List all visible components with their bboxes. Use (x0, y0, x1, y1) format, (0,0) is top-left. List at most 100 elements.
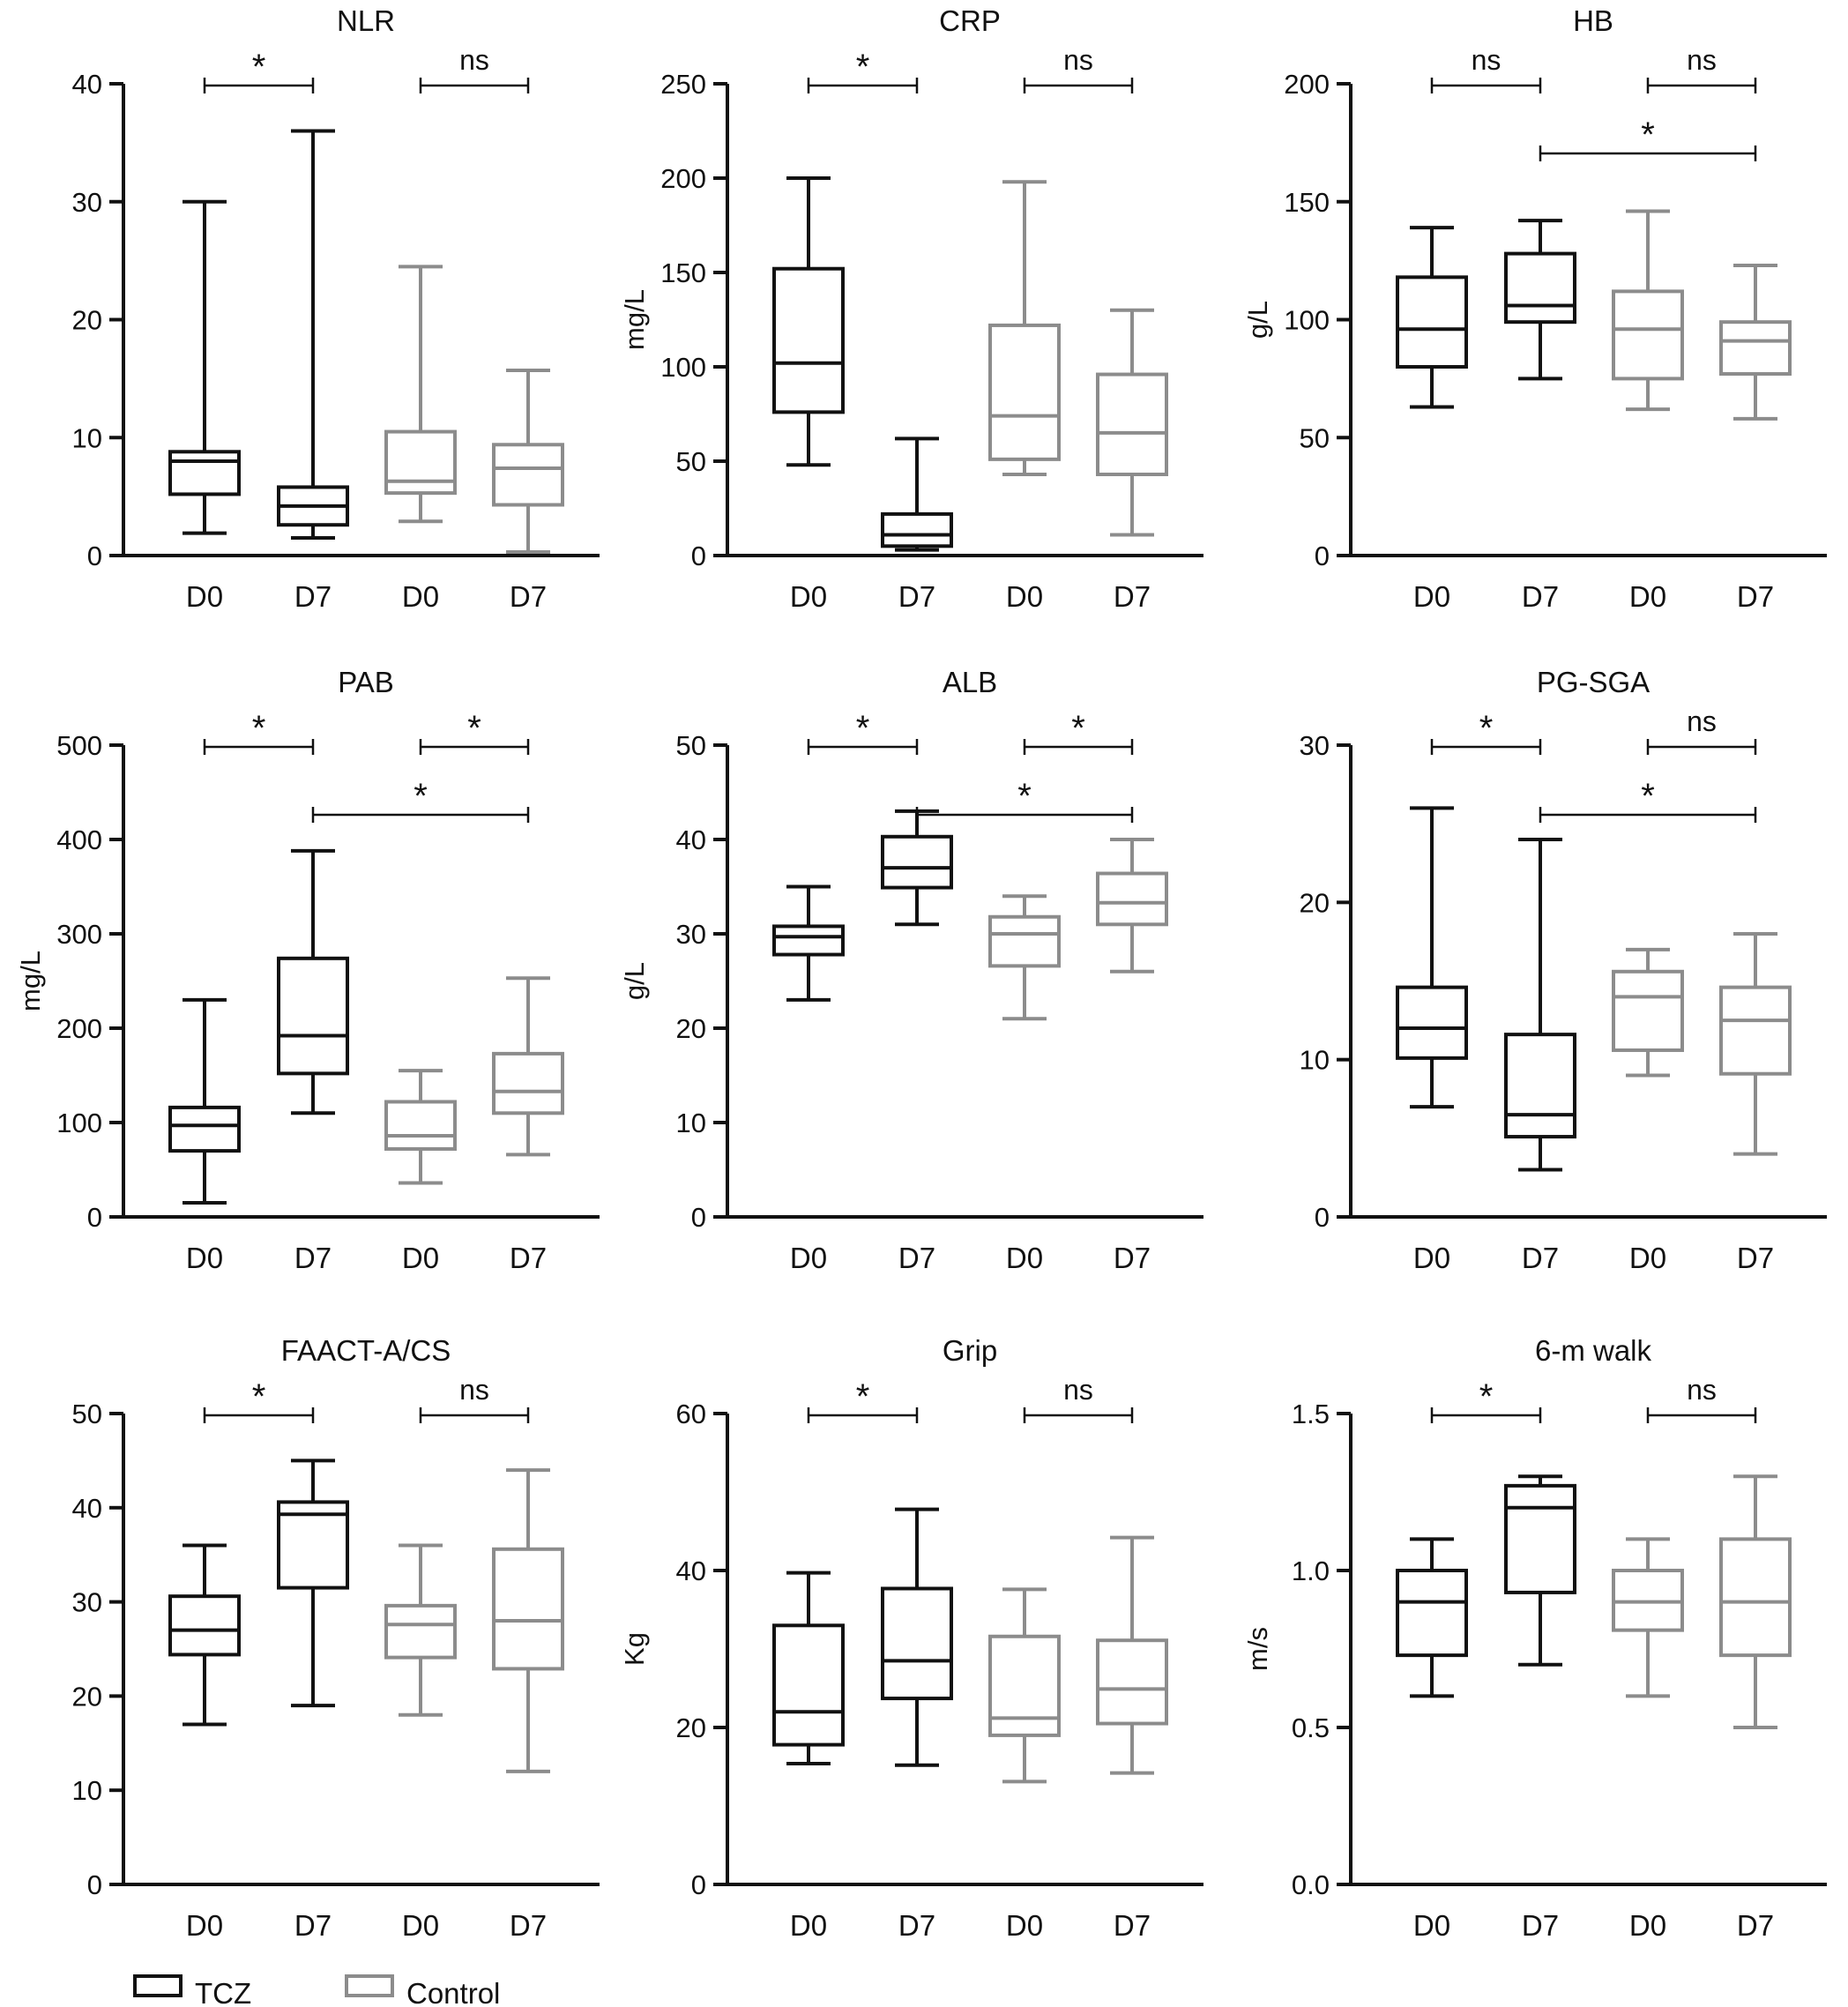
significance-label: * (252, 48, 266, 86)
y-tick-label: 0 (87, 1202, 102, 1233)
iqr-box (168, 1105, 241, 1153)
significance-bracket (1646, 78, 1757, 93)
significance-label: ns (1472, 44, 1502, 76)
chart-panel-2: HB 0 50 100 150 200 g/L D0 D7 D0 D7 ns ns * (1242, 4, 1827, 613)
y-axis-label: mg/L (619, 289, 650, 350)
y-tick-label: 50 (1300, 422, 1330, 453)
box-control-d0 (1612, 209, 1684, 412)
chart-title: ALB (943, 666, 997, 698)
chart-title: PG-SGA (1537, 666, 1650, 698)
iqr-box (277, 1500, 349, 1590)
y-tick-label: 500 (56, 730, 102, 761)
iqr-box (168, 450, 241, 496)
chart-panel-4: ALB 0 10 20 30 40 50 g/L D0 D7 D0 D7 * * * (619, 666, 1203, 1274)
legend: TCZ Control (133, 1974, 500, 2007)
x-category-label: D0 (790, 1242, 827, 1274)
box-control-d7 (1719, 932, 1792, 1156)
box-tcz-d7 (277, 1459, 349, 1708)
significance-label: * (1017, 777, 1032, 816)
x-category-label: D7 (1737, 1242, 1774, 1274)
iqr-box (772, 266, 845, 414)
x-category-label: D7 (510, 1909, 547, 1942)
x-category-label: D7 (1114, 1909, 1151, 1942)
iqr-box (881, 1586, 953, 1701)
y-tick-label: 50 (676, 446, 706, 477)
y-axis-label: g/L (1242, 301, 1273, 339)
significance-bracket (311, 807, 530, 823)
y-tick-label: 0 (1315, 541, 1330, 571)
y-axis-label: m/s (1242, 1627, 1273, 1671)
box-tcz-d7 (881, 809, 953, 927)
y-tick-label: 50 (676, 730, 706, 761)
box-tcz-d0 (168, 199, 241, 535)
significance-label: ns (1063, 1374, 1093, 1406)
x-category-label: D0 (1629, 1242, 1666, 1274)
x-category-label: D0 (402, 1242, 439, 1274)
iqr-box (1719, 1537, 1792, 1658)
x-category-label: D7 (1522, 1909, 1559, 1942)
box-tcz-d0 (1396, 226, 1468, 409)
iqr-box (988, 323, 1061, 461)
y-tick-label: 20 (676, 1712, 706, 1743)
y-tick-label: 20 (1300, 887, 1330, 918)
y-tick-label: 0 (691, 1202, 706, 1233)
iqr-box (1096, 1638, 1168, 1726)
iqr-box (881, 834, 953, 890)
x-category-label: D7 (898, 1242, 935, 1274)
x-category-label: D7 (898, 1909, 935, 1942)
x-category-label: D7 (294, 1909, 332, 1942)
box-control-d7 (1719, 1474, 1792, 1729)
y-tick-label: 1.0 (1292, 1556, 1330, 1586)
chart-panel-0: NLR 0 10 20 30 40 D0 D7 D0 D7 * ns (72, 4, 600, 613)
x-category-label: D7 (1737, 1909, 1774, 1942)
y-tick-label: 30 (72, 1587, 102, 1618)
x-category-label: D7 (294, 1242, 332, 1274)
significance-label: ns (1687, 1374, 1717, 1406)
chart-panel-6: FAACT-A/CS 0 10 20 30 40 50 D0 D7 D0 D7 * ns (72, 1334, 600, 1942)
x-category-label: D7 (510, 1242, 547, 1274)
x-category-label: D7 (898, 580, 935, 613)
y-tick-label: 30 (676, 919, 706, 950)
x-category-label: D7 (1114, 580, 1151, 613)
box-control-d7 (492, 369, 564, 554)
iqr-box (168, 1594, 241, 1657)
significance-bracket (1539, 807, 1757, 823)
significance-label: * (252, 709, 266, 748)
y-tick-label: 30 (1300, 730, 1330, 761)
y-tick-label: 150 (660, 257, 706, 288)
significance-label: * (856, 1377, 870, 1416)
significance-label: * (414, 777, 428, 816)
iqr-box (988, 914, 1061, 968)
iqr-box (492, 1051, 564, 1115)
iqr-box (1396, 275, 1468, 369)
box-control-d0 (1612, 947, 1684, 1078)
significance-label: * (1479, 1377, 1494, 1416)
x-category-label: D0 (790, 580, 827, 613)
significance-bracket (1430, 78, 1542, 93)
iqr-box (1719, 320, 1792, 377)
significance-label: * (1641, 777, 1655, 816)
x-category-label: D7 (294, 580, 332, 613)
significance-label: ns (1687, 44, 1717, 76)
significance-label: ns (459, 1374, 489, 1406)
y-tick-label: 40 (72, 1493, 102, 1524)
chart-panel-8: 6-m walk 0.0 0.5 1.0 1.5 m/s D0 D7 D0 D7 * ns (1242, 1334, 1827, 1942)
x-category-label: D0 (1006, 580, 1043, 613)
x-category-label: D0 (1413, 580, 1450, 613)
y-tick-label: 40 (676, 824, 706, 855)
iqr-box (1612, 289, 1684, 381)
x-category-label: D0 (186, 1909, 223, 1942)
box-tcz-d0 (1396, 806, 1468, 1109)
x-category-label: D0 (1006, 1909, 1043, 1942)
iqr-box (1504, 1483, 1576, 1594)
iqr-box (1504, 1033, 1576, 1139)
x-category-label: D0 (186, 1242, 223, 1274)
chart-panel-7: Grip 0 20 40 60 Kg D0 D7 D0 D7 * ns (619, 1334, 1203, 1942)
significance-bracket (807, 739, 919, 755)
significance-bracket (1023, 1407, 1134, 1423)
y-tick-label: 10 (72, 422, 102, 453)
box-control-d0 (384, 1543, 457, 1717)
significance-label: ns (1063, 44, 1093, 76)
iqr-box (1096, 372, 1168, 476)
x-category-label: D7 (510, 580, 547, 613)
